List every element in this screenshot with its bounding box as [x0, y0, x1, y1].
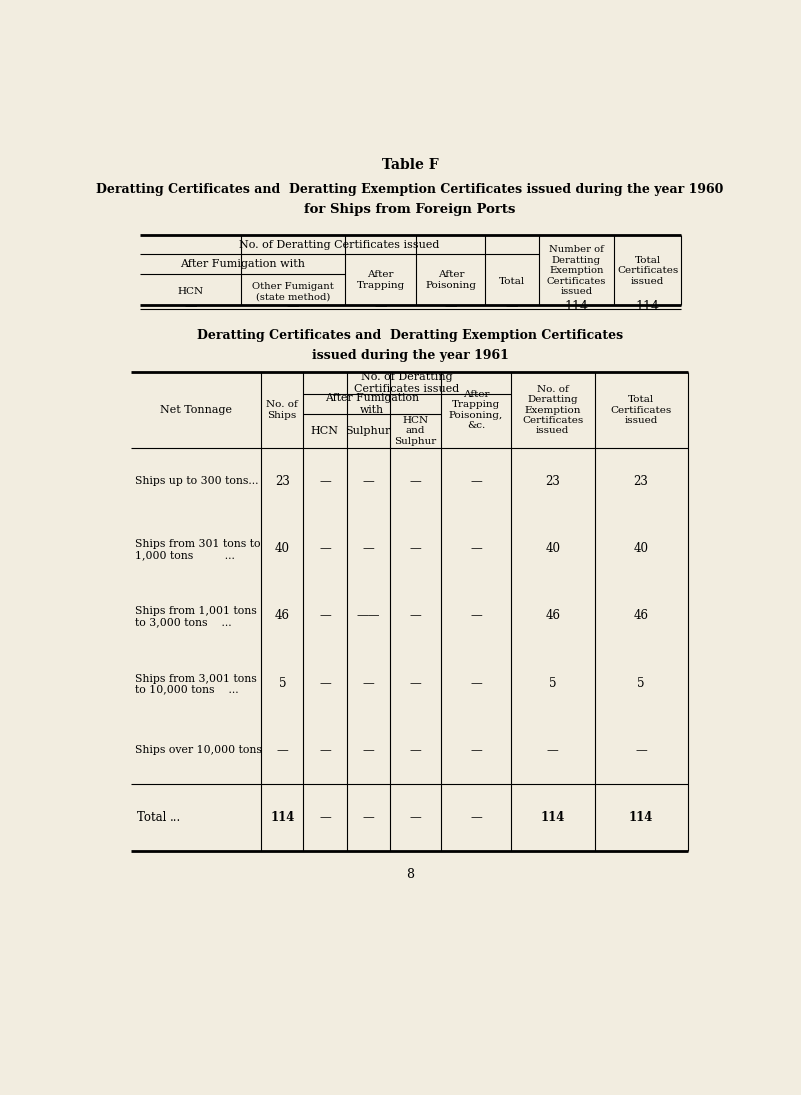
Text: Ships over 10,000 tons: Ships over 10,000 tons [135, 746, 262, 756]
Text: 23: 23 [275, 475, 290, 488]
Text: Table F: Table F [382, 158, 438, 172]
Text: —: — [184, 300, 197, 313]
Text: —: — [319, 811, 331, 825]
Text: Deratting Certificates and  Deratting Exemption Certificates issued during the y: Deratting Certificates and Deratting Exe… [96, 183, 724, 196]
Text: to 10,000 tons    ...: to 10,000 tons ... [135, 684, 239, 694]
Text: Net Tonnage: Net Tonnage [160, 405, 232, 415]
Text: HCN: HCN [178, 287, 204, 296]
Text: 114: 114 [629, 811, 654, 825]
Text: 23: 23 [545, 475, 560, 488]
Text: —: — [319, 744, 331, 757]
Text: After
Trapping: After Trapping [356, 270, 405, 290]
Text: —: — [409, 542, 421, 555]
Text: 5: 5 [549, 677, 557, 690]
Text: Total
Certificates
issued: Total Certificates issued [610, 395, 672, 425]
Text: 46: 46 [275, 610, 290, 622]
Text: 5: 5 [279, 677, 286, 690]
Text: 114: 114 [541, 811, 565, 825]
Text: ——: —— [356, 610, 380, 622]
Text: No. of Deratting
Certificates issued: No. of Deratting Certificates issued [354, 372, 460, 394]
Text: Other Fumigant
(state method): Other Fumigant (state method) [252, 281, 334, 301]
Text: 46: 46 [634, 610, 649, 622]
Text: —: — [409, 610, 421, 622]
Text: —: — [409, 811, 421, 825]
Text: —: — [409, 744, 421, 757]
Text: After Fumigation with: After Fumigation with [180, 258, 305, 269]
Text: —: — [319, 610, 331, 622]
Text: —: — [470, 610, 482, 622]
Text: for Ships from Foreign Ports: for Ships from Foreign Ports [304, 204, 516, 217]
Text: —: — [547, 744, 558, 757]
Text: —: — [635, 744, 647, 757]
Text: —: — [409, 677, 421, 690]
Text: —: — [276, 744, 288, 757]
Text: No. of
Deratting
Exemption
Certificates
issued: No. of Deratting Exemption Certificates … [522, 384, 583, 436]
Text: issued during the year 1961: issued during the year 1961 [312, 349, 509, 362]
Text: Ships from 301 tons to: Ships from 301 tons to [135, 539, 260, 549]
Text: 114: 114 [565, 300, 589, 313]
Text: —: — [470, 475, 482, 488]
Text: —: — [470, 744, 482, 757]
Text: —: — [362, 677, 374, 690]
Text: After Fumigation
with: After Fumigation with [325, 393, 419, 415]
Text: Tᴏtal: Tᴏtal [137, 811, 167, 825]
Text: —: — [470, 811, 482, 825]
Text: Total
Certificates
issued: Total Certificates issued [617, 256, 678, 286]
Text: After
Poisoning: After Poisoning [425, 270, 477, 290]
Text: 40: 40 [545, 542, 560, 555]
Text: —: — [319, 475, 331, 488]
Text: Deratting Certificates and  Deratting Exemption Certificates: Deratting Certificates and Deratting Exe… [197, 328, 623, 342]
Text: —: — [362, 744, 374, 757]
Text: ...: ... [170, 811, 181, 825]
Text: —: — [362, 542, 374, 555]
Text: —: — [319, 542, 331, 555]
Text: HCN: HCN [311, 426, 339, 436]
Text: —: — [362, 811, 374, 825]
Text: No. of Deratting Certificates issued: No. of Deratting Certificates issued [239, 240, 440, 250]
Text: Sulphur: Sulphur [345, 426, 391, 436]
Text: —: — [287, 300, 300, 313]
Text: After
Trapping
Poisoning,
&c.: After Trapping Poisoning, &c. [449, 390, 503, 430]
Text: No. of
Ships: No. of Ships [267, 401, 298, 419]
Text: —: — [362, 475, 374, 488]
Text: —: — [505, 300, 518, 313]
Text: HCN
and
Sulphur: HCN and Sulphur [394, 416, 437, 446]
Text: —: — [374, 300, 387, 313]
Text: 23: 23 [634, 475, 649, 488]
Text: 114: 114 [270, 811, 295, 825]
Text: 8: 8 [406, 868, 414, 881]
Text: —: — [445, 300, 457, 313]
Text: —: — [319, 677, 331, 690]
Text: 114: 114 [636, 300, 660, 313]
Text: Number of
Deratting
Exemption
Certificates
issued: Number of Deratting Exemption Certificat… [546, 245, 606, 296]
Text: 40: 40 [634, 542, 649, 555]
Text: —: — [409, 475, 421, 488]
Text: Ships from 3,001 tons: Ships from 3,001 tons [135, 673, 257, 683]
Text: Ships up to 300 tons...: Ships up to 300 tons... [135, 476, 259, 486]
Text: Ships from 1,001 tons: Ships from 1,001 tons [135, 607, 257, 616]
Text: 40: 40 [275, 542, 290, 555]
Text: —: — [470, 677, 482, 690]
Text: 1,000 tons         ...: 1,000 tons ... [135, 550, 235, 560]
Text: 5: 5 [638, 677, 645, 690]
Text: —: — [470, 542, 482, 555]
Text: Total: Total [499, 277, 525, 286]
Text: 46: 46 [545, 610, 560, 622]
Text: to 3,000 tons    ...: to 3,000 tons ... [135, 618, 231, 627]
